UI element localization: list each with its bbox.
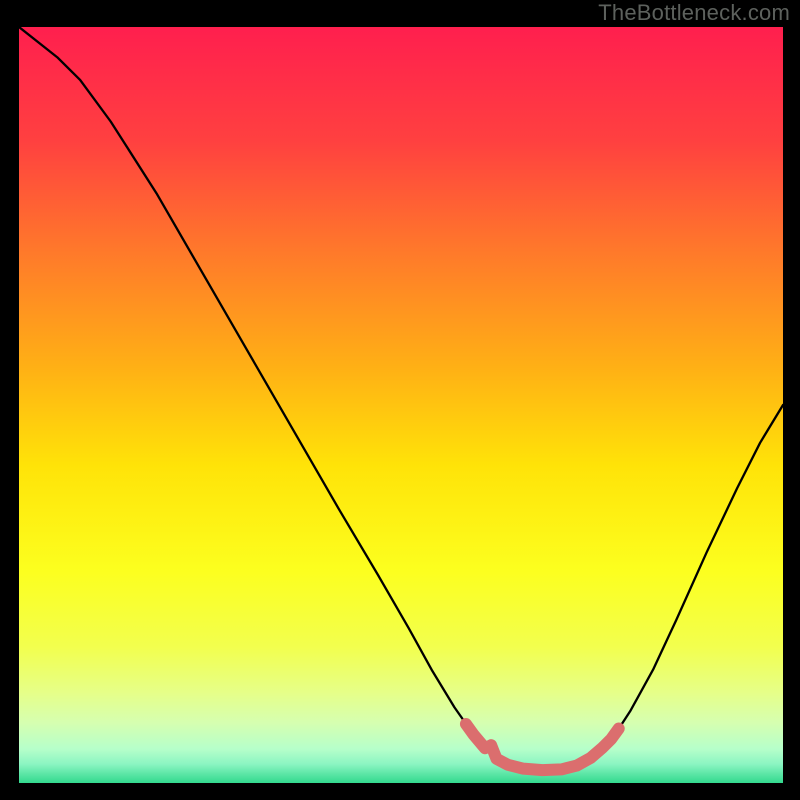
chart-container: TheBottleneck.com — [0, 0, 800, 800]
chart-svg — [19, 27, 783, 783]
plot-area — [19, 27, 783, 783]
gradient-background — [19, 27, 783, 783]
watermark-text: TheBottleneck.com — [598, 0, 790, 26]
